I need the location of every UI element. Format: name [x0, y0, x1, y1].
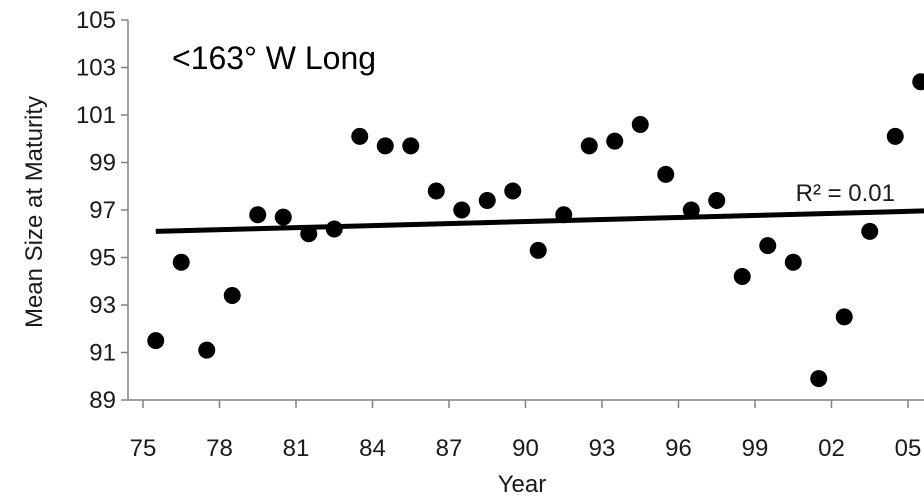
y-tick-label: 95: [89, 245, 116, 272]
data-point: [912, 73, 924, 91]
y-tick-label: 99: [89, 150, 116, 177]
y-tick-label: 101: [76, 102, 116, 129]
data-point: [172, 253, 190, 271]
x-tick-label: 84: [359, 435, 386, 462]
data-point: [478, 192, 496, 209]
y-tick-label: 105: [76, 7, 116, 34]
data-point: [147, 332, 165, 350]
x-ticks: 757881848790939699020508: [130, 400, 922, 462]
data-point: [810, 370, 828, 388]
x-tick-label: 02: [818, 435, 845, 462]
trendline: [155, 208, 924, 234]
trendline-group: [155, 208, 924, 234]
x-tick-label: 90: [512, 435, 539, 462]
data-point: [325, 220, 343, 238]
data-point: [529, 241, 547, 259]
data-point: [708, 192, 726, 209]
y-tick-label: 103: [76, 55, 116, 82]
data-point: [657, 165, 675, 183]
y-tick-label: 97: [89, 197, 116, 224]
data-point: [886, 127, 904, 145]
y-ticks: 89 91 93 95 97 99 101 103 105: [76, 7, 128, 414]
y-axis: 89 91 93 95 97 99 101 103 105: [76, 7, 129, 414]
data-point: [427, 182, 445, 200]
data-point: [682, 201, 700, 219]
data-point: [759, 237, 777, 255]
x-tick-label: 87: [436, 435, 463, 462]
data-point: [606, 132, 624, 150]
y-tick-label: 89: [89, 387, 116, 414]
x-axis: 757881848790939699020508: [128, 399, 924, 462]
data-point: [835, 308, 853, 326]
data-point: [733, 268, 751, 285]
x-tick-label: 75: [130, 435, 157, 462]
x-tick-label: 78: [206, 435, 233, 462]
y-tick-label: 91: [89, 340, 116, 367]
x-tick-label: 93: [589, 435, 616, 462]
data-point: [223, 287, 241, 304]
x-tick-label: 05: [895, 435, 922, 462]
data-points: [147, 73, 924, 388]
data-point: [861, 222, 879, 240]
data-point: [198, 341, 216, 359]
y-axis-title: Mean Size at Maturity: [21, 96, 48, 328]
x-axis-title: Year: [498, 471, 547, 498]
data-point: [376, 137, 394, 155]
data-point: [453, 201, 471, 219]
y-tick-label: 93: [89, 292, 116, 319]
data-point: [631, 116, 649, 133]
data-point: [249, 206, 267, 224]
data-point: [555, 206, 573, 224]
x-tick-label: 96: [665, 435, 692, 462]
data-point: [402, 137, 420, 155]
r-squared-label: R² = 0.01: [796, 180, 895, 207]
data-point: [504, 182, 522, 200]
data-point: [274, 208, 292, 226]
data-point: [784, 253, 802, 271]
x-tick-label: 99: [742, 435, 769, 462]
region-annotation: <163° W Long: [172, 40, 376, 76]
data-point: [300, 225, 318, 243]
data-point: [351, 127, 369, 145]
data-point: [580, 137, 598, 155]
x-tick-label: 81: [283, 435, 310, 462]
